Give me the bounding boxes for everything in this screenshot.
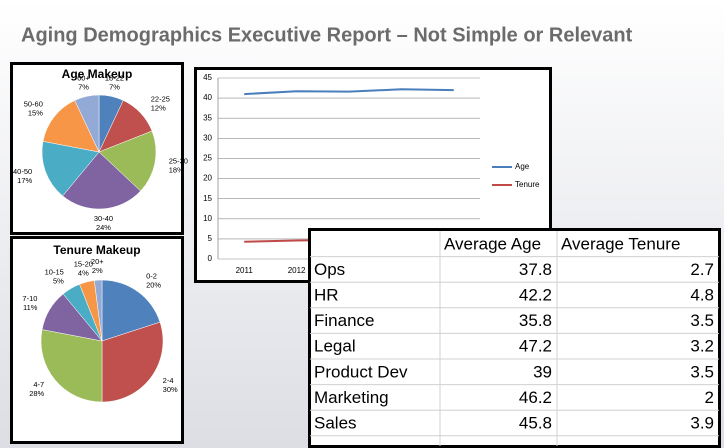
pie-label: 25-30 <box>169 156 188 165</box>
x-tick-label: 2012 <box>288 266 306 275</box>
pie-label: 50-60 <box>24 99 43 108</box>
table-cell: 46.2 <box>519 388 552 407</box>
table-cell: 37.8 <box>519 260 552 279</box>
pie-value-label: 11% <box>23 303 38 312</box>
pie-title: Tenure Makeup <box>53 243 140 257</box>
y-tick-label: 40 <box>203 93 212 102</box>
y-tick-label: 30 <box>203 133 212 142</box>
table-cell: Legal <box>314 337 356 356</box>
legend-label: Age <box>515 162 530 171</box>
table-cell: 3.5 <box>690 311 714 330</box>
pie-label: 60+ <box>77 74 90 83</box>
pie-value-label: 18% <box>169 165 184 174</box>
pie-label: 18-22 <box>105 74 124 83</box>
pie-value-label: 15% <box>28 108 43 117</box>
table-cell: Marketing <box>314 388 389 407</box>
pie-title: Age Makeup <box>62 67 133 81</box>
table-cell: Sales <box>314 413 357 432</box>
pie-label: 0-2 <box>146 271 157 280</box>
pie-label: 22-25 <box>151 94 170 103</box>
y-tick-label: 0 <box>208 254 213 263</box>
table-cell: Finance <box>314 311 374 330</box>
content: Age Makeup18-227%22-2512%25-3018%30-4024… <box>13 67 721 448</box>
table-cell: Product Dev <box>314 362 408 381</box>
table-cell: 45.8 <box>519 413 552 432</box>
table-cell: 3.5 <box>690 362 714 381</box>
table-cell: 35.8 <box>519 311 552 330</box>
table-header: Average Tenure <box>561 234 680 253</box>
pie-label: 40-50 <box>13 167 32 176</box>
table-cell: HR <box>314 285 339 304</box>
pie-label: 15-20 <box>74 259 93 268</box>
y-tick-label: 35 <box>203 113 212 122</box>
x-tick-label: 2011 <box>236 266 254 275</box>
pie-value-label: 2% <box>92 266 103 275</box>
pie-value-label: 4% <box>78 268 89 277</box>
pie-slice <box>98 130 157 192</box>
pie-slice <box>101 321 164 403</box>
table-cell: 3.9 <box>690 413 714 432</box>
table-cell: 42.2 <box>519 285 552 304</box>
pie-value-label: 7% <box>109 83 120 92</box>
pie-label: 30-40 <box>94 214 113 223</box>
pie-slice <box>74 94 100 153</box>
pie-slice <box>101 279 161 342</box>
pie-label: 7-10 <box>22 294 37 303</box>
table-cell: 2.7 <box>690 260 714 279</box>
table-panel <box>308 228 721 448</box>
slide-title: Aging Demographics Executive Report – No… <box>21 24 633 46</box>
y-tick-label: 25 <box>203 154 212 163</box>
y-tick-label: 10 <box>203 214 212 223</box>
table-cell: 3.2 <box>690 337 714 356</box>
legend-label: Tenure <box>515 180 540 189</box>
pie-value-label: 7% <box>78 83 89 92</box>
pie-label: 10-15 <box>45 267 64 276</box>
pie-slice <box>94 279 103 342</box>
pie-value-label: 28% <box>29 389 44 398</box>
pie-slice <box>41 141 100 197</box>
pie-label: 2-4 <box>163 376 174 385</box>
pie-label: 4-7 <box>33 380 44 389</box>
pie-label: 20+ <box>91 257 104 266</box>
pie-slice <box>62 151 141 210</box>
y-tick-label: 5 <box>208 234 213 243</box>
pie-value-label: 5% <box>53 276 64 285</box>
pie-value-label: 17% <box>17 176 32 185</box>
table-cell: 39 <box>533 362 552 381</box>
table-header: Average Age <box>444 234 541 253</box>
table-cell: 47.2 <box>519 337 552 356</box>
table-cell: Ops <box>314 260 345 279</box>
table-cell: 4.8 <box>690 285 714 304</box>
pie-slice <box>40 329 103 403</box>
line-series <box>244 88 454 96</box>
y-tick-label: 45 <box>203 73 212 82</box>
y-tick-label: 15 <box>203 194 212 203</box>
y-tick-label: 20 <box>203 174 212 183</box>
pie-value-label: 24% <box>96 223 111 232</box>
table-cell: 2 <box>705 388 714 407</box>
pie-value-label: 20% <box>146 280 161 289</box>
pie-slice <box>42 100 100 153</box>
pie-value-label: 30% <box>163 385 178 394</box>
pie-value-label: 12% <box>151 103 166 112</box>
